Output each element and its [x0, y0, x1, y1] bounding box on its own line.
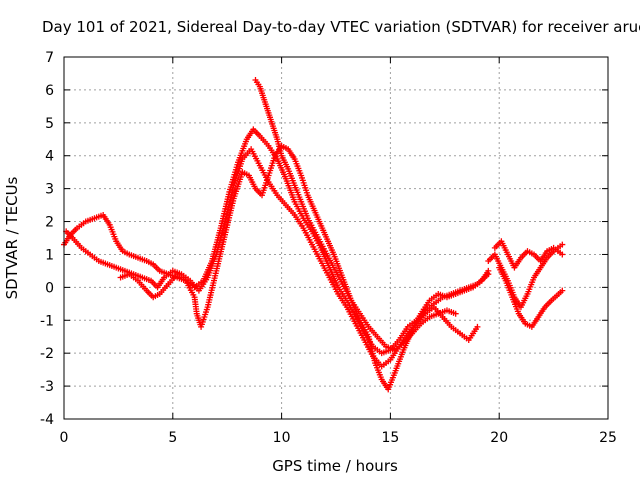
- plot-frame: [63, 56, 609, 420]
- x-tick-label: 15: [381, 430, 399, 446]
- y-axis-label: SDTVAR / TECUs: [3, 176, 21, 299]
- x-tick-label: 5: [168, 430, 177, 446]
- data-point: [485, 267, 492, 274]
- y-tick-label: -1: [40, 313, 54, 329]
- x-tick-label: 20: [490, 430, 508, 446]
- axis-ticks: 0 5 10 15 20 25 -4 -3 -2 -1 0 1 2 3 4 5 6 7: [40, 50, 617, 446]
- y-tick-label: 0: [45, 280, 54, 296]
- y-tick-label: 5: [45, 116, 54, 132]
- data-marks: [61, 77, 566, 393]
- data-point: [474, 323, 481, 330]
- x-tick-label: 0: [60, 430, 69, 446]
- data-point: [559, 251, 566, 258]
- series-track-2: [63, 146, 481, 370]
- x-tick-label: 25: [599, 430, 617, 446]
- y-tick-label: 6: [45, 83, 54, 99]
- data-point: [452, 310, 459, 317]
- series-track-5: [485, 241, 566, 311]
- y-tick-label: 4: [45, 149, 54, 165]
- y-tick-label: -2: [40, 346, 54, 362]
- y-tick-label: 7: [45, 50, 54, 66]
- series-track-4: [252, 77, 459, 353]
- x-axis-label: GPS time / hours: [272, 457, 398, 475]
- series-track-6: [491, 238, 566, 271]
- data-point: [559, 287, 566, 294]
- chart-title: Day 101 of 2021, Sidereal Day-to-day VTE…: [42, 18, 640, 36]
- y-tick-label: 2: [45, 215, 54, 231]
- series-track-7: [496, 264, 566, 330]
- data-point: [559, 241, 566, 248]
- y-tick-label: -4: [40, 412, 54, 428]
- y-tick-label: 3: [45, 182, 54, 198]
- x-tick-label: 10: [273, 430, 291, 446]
- y-tick-label: -3: [40, 379, 54, 395]
- y-tick-label: 1: [45, 247, 54, 263]
